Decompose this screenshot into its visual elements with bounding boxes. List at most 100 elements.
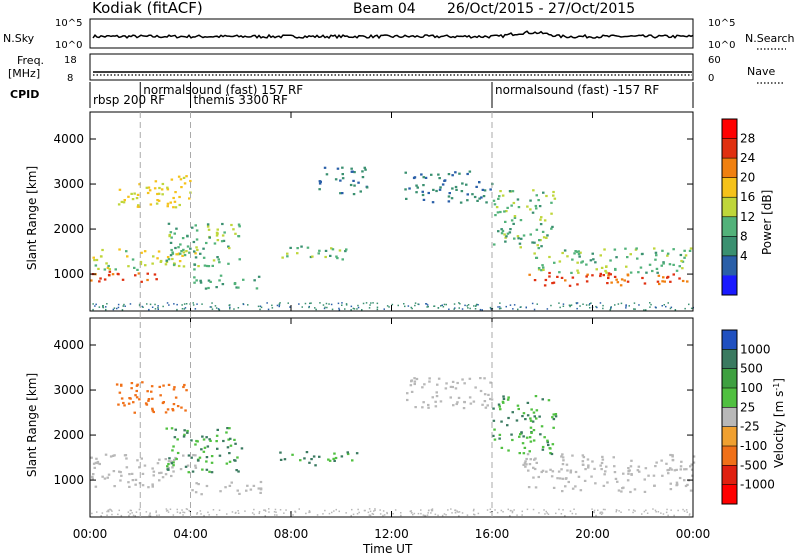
heatmap-cell <box>363 509 366 512</box>
heatmap-cell <box>140 280 143 283</box>
heatmap-cell <box>474 386 477 389</box>
heatmap-cell <box>404 188 407 191</box>
heatmap-cell <box>382 510 385 512</box>
heatmap-cell <box>603 473 606 476</box>
heatmap-cell <box>496 211 500 214</box>
heatmap-cell <box>138 183 141 186</box>
heatmap-cell <box>439 186 442 189</box>
heatmap-cell <box>99 277 102 280</box>
heatmap-cell <box>477 304 479 306</box>
heatmap-cell <box>129 513 131 515</box>
heatmap-cell <box>167 222 171 225</box>
heatmap-cell <box>196 512 199 514</box>
heatmap-cell <box>111 454 115 457</box>
heatmap-cell <box>318 188 321 191</box>
heatmap-cell <box>176 303 178 306</box>
heatmap-cell <box>176 511 179 513</box>
heatmap-cell <box>529 419 533 422</box>
heatmap-cell <box>237 223 241 226</box>
heatmap-cell <box>326 306 328 309</box>
heatmap-cell <box>662 513 665 515</box>
heatmap-cell <box>571 276 575 279</box>
heatmap-cell <box>207 511 209 514</box>
heatmap-cell <box>645 271 648 274</box>
heatmap-cell <box>654 465 657 468</box>
nsky-trace <box>92 30 694 40</box>
heatmap-cell <box>217 258 220 261</box>
heatmap-cell <box>283 512 285 514</box>
heatmap-cell <box>466 193 469 196</box>
heatmap-cell <box>660 264 663 267</box>
heatmap-cell <box>308 510 311 512</box>
heatmap-cell <box>575 513 577 515</box>
heatmap-cell <box>101 248 104 252</box>
heatmap-cell <box>682 508 684 511</box>
heatmap-cell <box>528 450 531 453</box>
velocity-colorbar-swatch <box>722 446 737 466</box>
heatmap-cell <box>510 204 513 207</box>
heatmap-cell <box>93 466 96 469</box>
heatmap-cell <box>478 181 481 184</box>
heatmap-cell <box>118 188 122 191</box>
heatmap-cell <box>493 243 496 246</box>
heatmap-cell <box>456 510 458 512</box>
heatmap-cell <box>638 470 641 473</box>
heatmap-cell <box>138 508 141 511</box>
heatmap-cell <box>157 192 161 195</box>
heatmap-cell <box>439 400 443 403</box>
heatmap-cell <box>548 271 551 275</box>
heatmap-cell <box>183 433 186 436</box>
heatmap-cell <box>353 308 356 310</box>
heatmap-cell <box>244 510 246 512</box>
heatmap-cell <box>656 271 659 274</box>
heatmap-cell <box>231 511 234 513</box>
heatmap-cell <box>490 398 494 401</box>
heatmap-cell <box>481 309 483 311</box>
heatmap-cell <box>678 476 682 480</box>
heatmap-cell <box>474 308 477 310</box>
heatmap-cell <box>662 261 665 264</box>
heatmap-cell <box>172 461 175 464</box>
heatmap-cell <box>533 308 536 311</box>
heatmap-cell <box>489 397 492 401</box>
heatmap-cell <box>669 280 672 283</box>
heatmap-cell <box>482 195 486 198</box>
heatmap-cell <box>585 263 588 266</box>
heatmap-cell <box>422 401 425 404</box>
heatmap-cell <box>182 251 186 254</box>
heatmap-cell <box>246 484 249 487</box>
heatmap-cell <box>298 508 300 510</box>
heatmap-cell <box>113 485 116 488</box>
heatmap-cell <box>472 400 476 403</box>
heatmap-cell <box>588 304 590 306</box>
heatmap-cell <box>116 272 120 275</box>
heatmap-cell <box>93 259 96 262</box>
heatmap-cell <box>183 511 186 514</box>
heatmap-cell <box>506 206 509 209</box>
heatmap-cell <box>600 513 603 515</box>
heatmap-cell <box>102 305 104 307</box>
heatmap-cell <box>497 403 501 406</box>
heatmap-cell <box>585 280 589 283</box>
heatmap-cell <box>681 260 685 263</box>
heatmap-cell <box>154 308 157 310</box>
heatmap-cell <box>397 304 399 307</box>
heatmap-cell <box>175 253 178 256</box>
heatmap-cell <box>168 235 171 238</box>
velocity-heatmap <box>90 377 696 517</box>
freq-tick-top: 18 <box>64 55 77 66</box>
heatmap-cell <box>487 393 490 396</box>
heatmap-cell <box>174 396 178 399</box>
heatmap-cell <box>586 458 590 461</box>
heatmap-cell <box>558 477 562 480</box>
heatmap-cell <box>540 269 543 272</box>
heatmap-cell <box>584 468 587 471</box>
heatmap-cell <box>338 249 342 252</box>
heatmap-cell <box>689 247 693 250</box>
heatmap-cell <box>525 436 529 439</box>
heatmap-cell <box>299 459 302 462</box>
heatmap-cell <box>435 189 438 193</box>
heatmap-cell <box>205 436 208 439</box>
heatmap-cell <box>455 402 458 406</box>
heatmap-cell <box>138 205 141 208</box>
